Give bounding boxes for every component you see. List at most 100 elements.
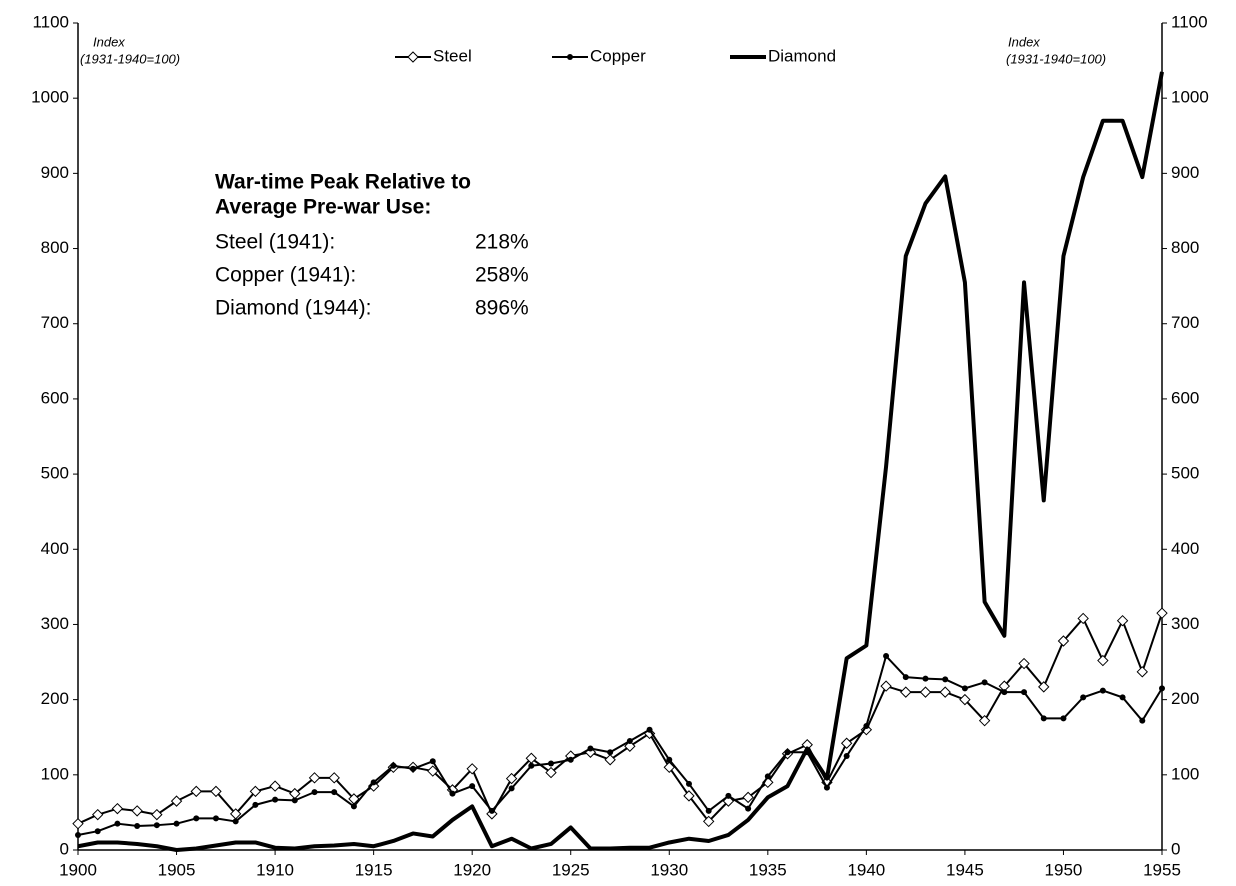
point bbox=[567, 54, 573, 60]
point bbox=[545, 766, 557, 779]
point bbox=[1001, 689, 1008, 696]
point bbox=[587, 745, 594, 752]
y2-tick-label: 900 bbox=[1171, 163, 1199, 182]
point bbox=[666, 756, 673, 763]
point bbox=[1040, 715, 1047, 722]
point bbox=[683, 790, 695, 802]
point bbox=[764, 773, 771, 780]
legend-label: Diamond bbox=[768, 46, 836, 65]
point bbox=[528, 762, 535, 769]
y2-tick-label: 0 bbox=[1171, 839, 1180, 858]
y-tick-label: 100 bbox=[41, 764, 69, 783]
point bbox=[410, 765, 417, 772]
point bbox=[370, 779, 377, 786]
x-tick-label: 1900 bbox=[59, 860, 97, 879]
axis-label: Index bbox=[1008, 34, 1040, 49]
point bbox=[291, 797, 298, 804]
y2-tick-label: 100 bbox=[1171, 764, 1199, 783]
annotation-label: Steel (1941): bbox=[215, 231, 335, 254]
point bbox=[1099, 687, 1106, 694]
series-line bbox=[77, 655, 1163, 836]
point bbox=[1139, 717, 1146, 724]
legend-label: Copper bbox=[590, 46, 646, 65]
y-tick-label: 0 bbox=[60, 839, 69, 858]
point bbox=[1021, 689, 1028, 696]
axis-label: (1931-1940=100) bbox=[1006, 51, 1106, 66]
point bbox=[75, 831, 81, 838]
point bbox=[863, 722, 870, 729]
point bbox=[134, 822, 141, 829]
x-tick-label: 1955 bbox=[1143, 860, 1181, 879]
point bbox=[114, 820, 121, 827]
point bbox=[308, 772, 321, 784]
point bbox=[390, 762, 397, 769]
point bbox=[705, 807, 712, 814]
point bbox=[469, 783, 476, 790]
point bbox=[252, 801, 259, 808]
y2-tick-label: 1000 bbox=[1171, 88, 1209, 107]
point bbox=[567, 756, 574, 763]
x-tick-label: 1925 bbox=[552, 860, 590, 879]
point bbox=[978, 714, 991, 727]
y2-tick-label: 1100 bbox=[1171, 12, 1208, 31]
y-tick-label: 300 bbox=[41, 614, 69, 633]
y2-tick-label: 300 bbox=[1171, 614, 1199, 633]
point bbox=[1119, 694, 1126, 701]
annotation-heading: War-time Peak Relative to bbox=[215, 171, 471, 194]
point bbox=[210, 785, 222, 798]
point bbox=[1077, 612, 1089, 625]
point bbox=[429, 758, 436, 765]
annotation-value: 258% bbox=[475, 264, 529, 287]
point bbox=[624, 740, 636, 752]
y2-tick-label: 200 bbox=[1171, 689, 1199, 708]
y-tick-label: 400 bbox=[41, 539, 69, 558]
axis-label: Index bbox=[93, 34, 125, 49]
y2-tick-label: 600 bbox=[1171, 388, 1199, 407]
point bbox=[407, 51, 419, 63]
y-tick-label: 700 bbox=[41, 313, 69, 332]
point bbox=[488, 807, 495, 814]
y-tick-label: 500 bbox=[41, 464, 69, 483]
annotation-value: 218% bbox=[475, 231, 529, 254]
point bbox=[331, 789, 338, 796]
x-tick-label: 1905 bbox=[158, 860, 196, 879]
point bbox=[702, 815, 715, 828]
point bbox=[193, 815, 200, 822]
point bbox=[508, 785, 515, 792]
point bbox=[232, 818, 239, 825]
point bbox=[1116, 614, 1129, 627]
point bbox=[173, 820, 180, 827]
point bbox=[919, 686, 932, 698]
point bbox=[311, 789, 318, 796]
point bbox=[190, 785, 202, 798]
point bbox=[742, 791, 754, 804]
point bbox=[1080, 694, 1087, 701]
point bbox=[725, 792, 732, 799]
point bbox=[328, 772, 340, 784]
y2-tick-label: 500 bbox=[1171, 464, 1199, 483]
point bbox=[151, 808, 163, 821]
x-tick-label: 1910 bbox=[256, 860, 294, 879]
series-line bbox=[77, 612, 1163, 825]
point bbox=[843, 753, 850, 760]
point bbox=[1159, 685, 1165, 692]
y2-tick-label: 700 bbox=[1171, 313, 1199, 332]
point bbox=[1097, 654, 1109, 667]
point bbox=[663, 761, 675, 774]
point bbox=[505, 772, 518, 785]
point bbox=[880, 680, 892, 692]
y-tick-label: 900 bbox=[41, 163, 69, 182]
point bbox=[1156, 607, 1168, 619]
annotation-value: 896% bbox=[475, 297, 529, 320]
point bbox=[961, 685, 968, 692]
point bbox=[449, 790, 456, 797]
point bbox=[840, 737, 853, 749]
point bbox=[604, 754, 616, 766]
point bbox=[626, 737, 633, 744]
legend-label: Steel bbox=[433, 46, 472, 65]
y2-tick-label: 400 bbox=[1171, 539, 1199, 558]
point bbox=[466, 763, 478, 775]
y-tick-label: 600 bbox=[41, 388, 69, 407]
point bbox=[939, 686, 951, 698]
